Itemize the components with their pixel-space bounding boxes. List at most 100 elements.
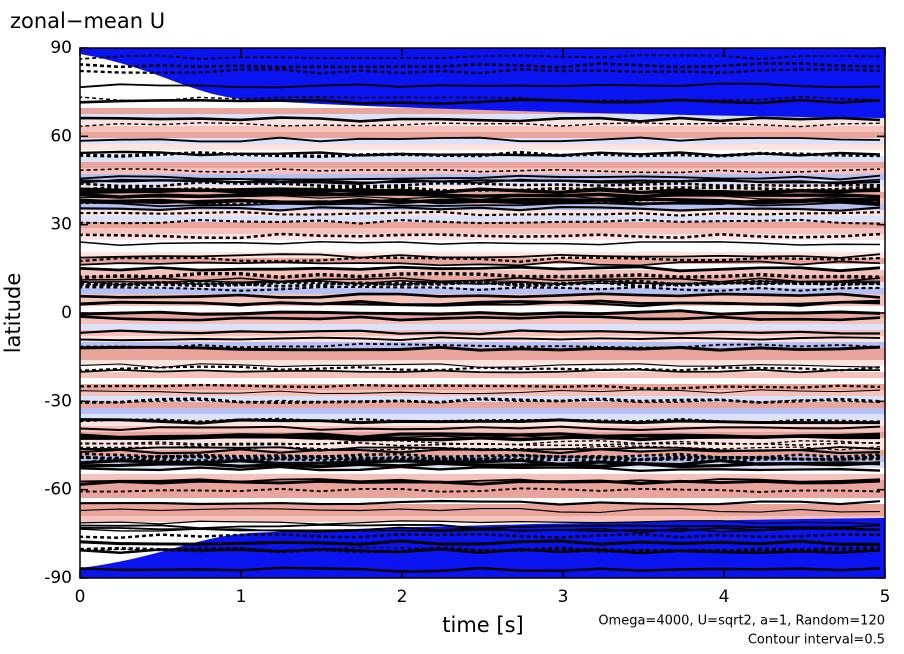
contour-line — [80, 277, 881, 283]
contour-line — [80, 122, 881, 128]
chart-title: zonal−mean U — [10, 9, 165, 33]
contour-line — [80, 465, 881, 472]
contour-line — [80, 368, 880, 374]
shade-band — [80, 468, 885, 474]
shade-band — [80, 372, 885, 378]
shade-band — [80, 108, 885, 114]
shade-band — [80, 144, 885, 150]
contour-line — [80, 201, 881, 208]
x-tick-label: 5 — [880, 587, 891, 607]
contour-line — [80, 187, 881, 195]
contour-line — [80, 253, 881, 259]
shade-band — [80, 492, 885, 498]
shade-band — [80, 486, 885, 492]
x-tick-label: 4 — [719, 587, 730, 607]
contour-line — [80, 532, 881, 540]
contour-line — [80, 539, 881, 546]
shade-band — [80, 216, 885, 222]
shade-band — [80, 420, 885, 426]
shade-band — [80, 306, 885, 312]
contour-line — [80, 487, 881, 493]
shade-band — [80, 276, 885, 282]
contour-line — [80, 383, 881, 390]
contour-line — [80, 363, 881, 369]
shade-band — [80, 504, 885, 510]
x-tick-label: 0 — [75, 587, 86, 607]
y-tick-label: -60 — [44, 480, 72, 500]
contour-line — [80, 448, 881, 455]
shade-band — [80, 132, 885, 138]
shade-band — [80, 246, 885, 252]
shade-band — [80, 390, 885, 396]
contour-line — [80, 68, 881, 75]
contour-line — [80, 192, 881, 199]
polar-jet — [80, 518, 885, 578]
contour-line — [80, 309, 881, 316]
contour-line — [80, 527, 881, 534]
contour-line — [80, 232, 881, 240]
shade-band — [80, 312, 885, 318]
shade-band — [80, 210, 885, 216]
contour-line — [80, 479, 881, 486]
y-tick-label: 90 — [50, 38, 72, 58]
shade-band — [80, 450, 885, 456]
contour-line — [80, 548, 881, 555]
contour-line — [80, 292, 881, 299]
x-tick-label: 2 — [397, 587, 408, 607]
contour-line — [80, 389, 881, 395]
shade-band — [80, 138, 885, 144]
contour-line — [80, 435, 881, 440]
shade-band — [80, 168, 885, 174]
contour-line — [80, 301, 881, 308]
shade-band — [80, 402, 885, 408]
shade-band — [80, 354, 885, 360]
contour-line — [80, 178, 881, 184]
shade-band — [80, 120, 885, 126]
contour-line — [80, 336, 881, 342]
shade-band — [80, 126, 885, 132]
contour-line — [80, 499, 881, 506]
x-tick-label: 3 — [558, 587, 569, 607]
contour-line — [80, 425, 881, 431]
y-tick-label: -30 — [44, 391, 72, 411]
contour-line — [80, 285, 881, 292]
shade-band — [80, 156, 885, 162]
shade-band — [80, 162, 885, 168]
contour-line — [80, 265, 881, 273]
contour-line — [80, 461, 881, 469]
contour-line — [80, 150, 881, 158]
shade-band — [80, 444, 885, 450]
y-tick-label: 30 — [50, 215, 72, 235]
shade-band — [80, 360, 885, 366]
contour-line — [80, 260, 881, 267]
contour-line — [80, 210, 881, 217]
contour-line — [80, 181, 881, 188]
contour-line — [80, 315, 881, 322]
shade-band — [80, 222, 885, 228]
contour-line — [80, 197, 881, 205]
contour-line — [80, 168, 881, 174]
shade-band — [80, 324, 885, 330]
contour-line — [80, 174, 881, 181]
contour-line — [80, 279, 881, 288]
y-tick-label: -90 — [44, 568, 72, 588]
x-axis-label: time [s] — [442, 613, 523, 637]
shade-band — [80, 318, 885, 324]
shade-band — [80, 396, 885, 402]
y-tick-label: 0 — [61, 303, 72, 323]
y-axis-label: latitude — [1, 273, 25, 354]
contour-line — [80, 418, 881, 425]
y-tick-label: 60 — [50, 126, 72, 146]
contour-line — [80, 439, 881, 446]
contour-line — [80, 445, 881, 451]
shade-band — [80, 258, 885, 264]
x-tick-label: 1 — [236, 587, 247, 607]
contour-line — [80, 520, 881, 525]
annotation: Contour interval=0.5 — [748, 633, 885, 648]
shade-band — [80, 378, 885, 384]
contour-line — [80, 507, 881, 513]
contour-line — [80, 218, 881, 225]
contour-line — [80, 240, 881, 247]
shade-band — [80, 288, 885, 294]
